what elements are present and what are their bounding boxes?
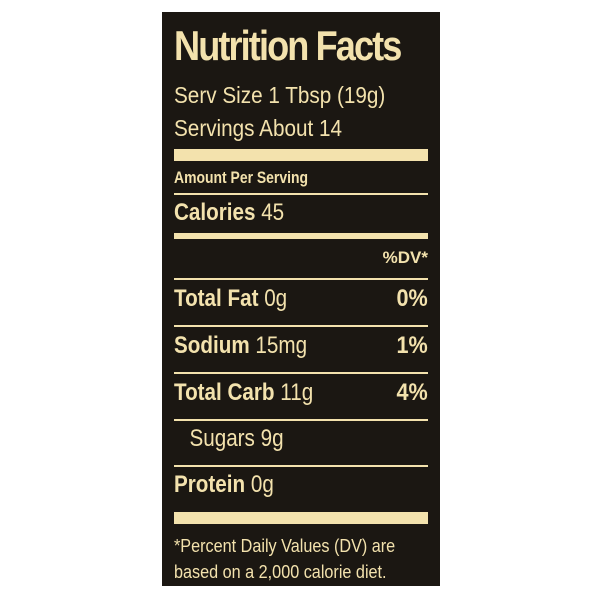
thick-divider	[174, 512, 428, 524]
serving-size: Serv Size 1 Tbsp (19g)	[174, 82, 386, 108]
nutrient-dv: 0%	[396, 285, 428, 312]
footnote-line-2: based on a 2,000 calorie diet.	[174, 562, 387, 582]
nutrient-amount: 15mg	[255, 332, 308, 359]
calories-row: Calories 45	[174, 199, 392, 227]
amount-per-serving: Amount Per Serving	[174, 168, 309, 187]
divider	[174, 325, 428, 327]
nutrient-row-total-fat: Total Fat 0g 0%	[174, 285, 428, 313]
nutrient-row-protein: Protein 0g	[174, 471, 428, 499]
nutrient-name: Sugars	[189, 425, 255, 452]
medium-divider	[174, 233, 428, 239]
nutrient-dv: 4%	[396, 379, 428, 406]
nutrition-facts-label: Nutrition Facts Serv Size 1 Tbsp (19g) S…	[162, 12, 440, 586]
calories-value: 45	[261, 199, 285, 226]
nutrient-amount: 11g	[280, 379, 314, 406]
calories-label: Calories	[174, 199, 256, 226]
daily-value-header: %DV*	[382, 248, 428, 267]
nutrient-row-sugars: Sugars 9g	[174, 425, 428, 453]
label-title: Nutrition Facts	[174, 22, 402, 69]
nutrient-name: Total Carb	[174, 379, 275, 406]
divider	[174, 372, 428, 374]
nutrient-name: Protein	[174, 471, 246, 498]
nutrient-amount: 9g	[260, 425, 284, 452]
nutrient-row-sodium: Sodium 15mg 1%	[174, 332, 428, 360]
divider	[174, 193, 428, 195]
divider	[174, 278, 428, 280]
footnote-line-1: *Percent Daily Values (DV) are	[174, 536, 396, 556]
servings-per-container: Servings About 14	[174, 115, 343, 141]
divider	[174, 419, 428, 421]
nutrient-dv: 1%	[396, 332, 428, 359]
nutrient-name: Sodium	[174, 332, 250, 359]
divider	[174, 465, 428, 467]
nutrient-row-total-carb: Total Carb 11g 4%	[174, 379, 428, 407]
nutrient-name: Total Fat	[174, 285, 259, 312]
nutrient-amount: 0g	[264, 285, 288, 312]
thick-divider	[174, 149, 428, 161]
nutrient-amount: 0g	[250, 471, 274, 498]
